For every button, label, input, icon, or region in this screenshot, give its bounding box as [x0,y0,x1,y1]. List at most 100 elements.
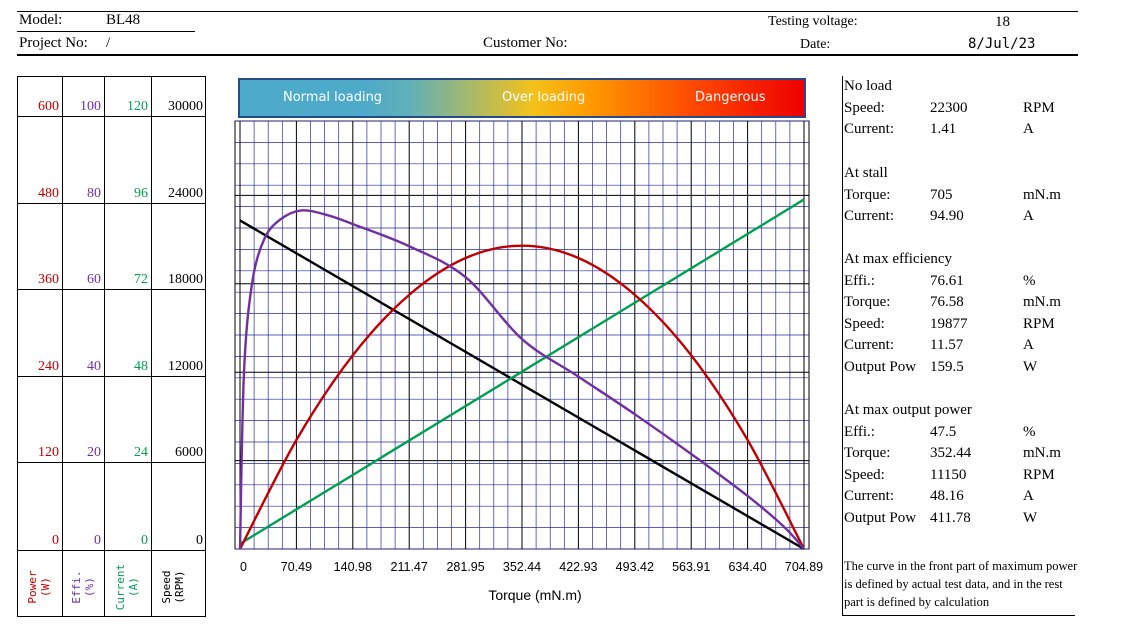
speed-tick-label: 18000 [168,272,203,287]
x-tick-label: 70.49 [281,560,312,574]
x-tick-label: 352.44 [503,560,541,574]
power-tick-label: 480 [38,186,59,201]
info-unit: mN.m [1023,186,1061,203]
info-key: Effi.: [844,272,875,289]
x-axis-title: Torque (mN.m) [488,587,582,603]
calc-note: The curve in the front part of maximum p… [844,559,1078,609]
efficiency-curve [238,209,805,550]
speed-tick-rule [151,462,206,463]
info-title-max-eff: At max efficiency [844,251,953,267]
current-tick-label: 0 [141,533,148,548]
date-value: 8/Jul/23 [968,36,1036,52]
x-tick-label: 281.95 [446,560,484,574]
power-tick-rule [17,376,62,377]
info-title-stall: At stall [844,165,888,181]
effi-tick-rule [62,550,104,551]
power-tick-label: 360 [38,272,59,287]
effi-tick-label: 20 [87,445,101,460]
loading-zone-banner: Normal loading Over loading Dangerous [238,78,806,118]
info-unit: W [1023,510,1038,526]
current-tick-label: 48 [134,359,148,374]
effi-tick-label: 80 [87,186,101,201]
current-tick-rule [104,376,151,377]
effi-tick-rule [62,462,104,463]
info-unit: A [1023,121,1034,138]
effi-tick-label: 0 [94,533,101,548]
effi-tick-rule [62,203,104,204]
info-value: 352.44 [930,445,972,462]
speed-column-divider [151,76,152,617]
info-unit: RPM [1023,315,1055,332]
x-tick-label: 634.40 [728,560,766,574]
header-bottom-rule [17,54,1078,56]
info-key: Torque: [844,294,891,311]
over-loading-label: Over loading [502,90,586,105]
model-value: BL48 [106,12,141,28]
info-unit: mN.m [1023,445,1061,462]
info-value: 705 [930,186,953,203]
current-tick-rule [104,550,151,551]
power-tick-rule [17,116,62,117]
project-value: / [106,35,111,51]
info-key: Current: [844,121,894,138]
current-tick-rule [104,203,151,204]
info-value: 76.61 [930,272,964,289]
effi-tick-rule [62,116,104,117]
speed-tick-label: 24000 [168,186,203,201]
info-unit: A [1023,208,1034,225]
info-unit: A [1023,488,1034,505]
current-tick-label: 24 [134,445,148,460]
dangerous-label: Dangerous [695,90,766,105]
info-unit: % [1023,423,1036,440]
x-tick-label: 422.93 [559,560,597,574]
info-key: Torque: [844,186,891,203]
info-value: 22300 [930,99,968,116]
power-tick-rule [17,289,62,290]
normal-loading-label: Normal loading [283,90,383,105]
project-label: Project No: [19,35,88,51]
effi-tick-label: 100 [80,99,101,114]
info-value: 11.57 [930,337,964,354]
x-tick-label: 563.91 [672,560,710,574]
model-label: Model: [19,12,63,28]
info-value: 76.58 [930,294,964,311]
info-value: 1.41 [930,121,957,138]
info-key: Torque: [844,445,891,462]
info-key: Output Pow [844,359,917,375]
header-mid-rule [17,31,195,32]
x-tick-label: 211.47 [391,560,428,574]
current-tick-rule [104,116,151,117]
info-key: Speed: [844,99,885,116]
info-value: 411.78 [930,510,971,526]
info-unit: % [1023,272,1036,289]
voltage-label: Testing voltage: [768,14,858,29]
info-unit: RPM [1023,99,1055,116]
info-unit: A [1023,337,1034,354]
info-value: 11150 [930,466,967,483]
current-tick-rule [104,462,151,463]
info-value: 19877 [930,315,968,332]
info-unit: RPM [1023,466,1055,483]
info-value: 159.5 [930,359,964,375]
info-key: Current: [844,208,894,225]
speed-tick-label: 30000 [168,99,203,114]
effi-tick-rule [62,376,104,377]
power-curve [238,244,806,550]
info-value: 47.5 [930,423,957,440]
power-tick-label: 600 [38,99,59,114]
speed-tick-rule [151,376,206,377]
effi-tick-label: 40 [87,359,101,374]
info-title-max-pow: At max output power [844,402,972,418]
speed-tick-rule [151,116,206,117]
info-panel-bottom-rule [843,615,1075,616]
info-key: Current: [844,337,894,354]
effi-tick-rule [62,289,104,290]
info-key: Speed: [844,466,885,483]
current-column-divider [104,76,105,617]
effi-column-divider [62,76,63,617]
current-tick-label: 96 [134,186,148,201]
power-tick-rule [17,550,62,551]
speed-tick-rule [151,289,206,290]
current-tick-label: 120 [127,99,148,114]
x-tick-label: 140.98 [334,560,372,574]
